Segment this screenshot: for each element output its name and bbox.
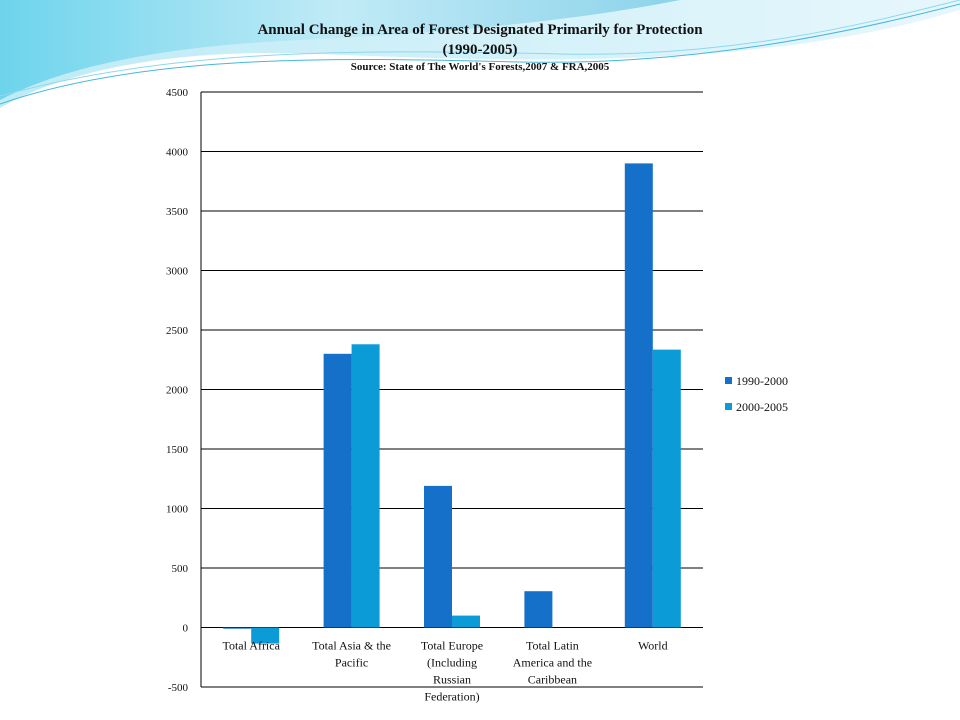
chart-subtitle: (1990-2005)	[442, 42, 518, 58]
bar-2000-2005	[351, 344, 380, 628]
legend-swatch	[725, 403, 732, 410]
x-category-label: Total Asia & the	[312, 639, 391, 653]
bar-1990-2000	[424, 485, 452, 628]
y-tick-label: -500	[168, 682, 189, 694]
y-tick-label: 1000	[166, 504, 189, 516]
bar-1990-2000	[323, 353, 352, 628]
chart-title-block: Annual Change in Area of Forest Designat…	[0, 20, 960, 74]
x-category-label: Pacific	[335, 656, 368, 670]
legend-swatch	[725, 377, 732, 384]
bar-1990-2000	[524, 591, 553, 628]
y-tick-label: 1500	[166, 444, 189, 456]
y-tick-label: 2500	[166, 325, 189, 337]
x-category-label: World	[638, 639, 668, 653]
bar-2000-2005	[251, 627, 280, 644]
x-category-label: Total Europe	[421, 639, 483, 653]
x-category-label: Caribbean	[528, 673, 577, 687]
x-category-label: Russian	[433, 673, 471, 687]
x-category-label: Total Latin	[526, 639, 579, 653]
x-category-label: (Including	[427, 656, 477, 670]
chart-source: Source: State of The World's Forests,200…	[350, 61, 610, 73]
y-tick-label: 3500	[166, 206, 189, 218]
chart-title: Annual Change in Area of Forest Designat…	[257, 22, 703, 38]
x-category-label: Federation)	[424, 690, 479, 704]
legend-label: 1990-2000	[736, 374, 788, 388]
y-tick-label: 3000	[166, 266, 189, 278]
y-tick-label: 2000	[166, 385, 189, 397]
bar-1990-2000	[223, 627, 252, 629]
x-category-label: America and the	[513, 656, 592, 670]
bar-2000-2005	[452, 615, 480, 628]
bar-1990-2000	[624, 163, 653, 628]
legend-label: 2000-2005	[736, 400, 788, 414]
x-category-label: Total Africa	[222, 639, 280, 653]
y-tick-label: 0	[183, 623, 189, 635]
y-tick-label: 500	[172, 563, 189, 575]
y-tick-label: 4500	[166, 87, 189, 99]
bar-2000-2005	[652, 349, 681, 628]
y-tick-label: 4000	[166, 147, 189, 159]
